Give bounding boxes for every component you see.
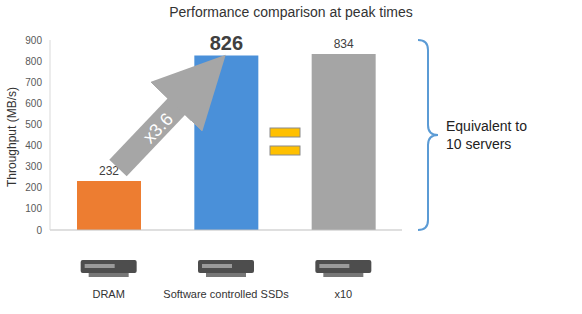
svg-text:826: 826: [210, 32, 243, 54]
svg-text:900: 900: [25, 35, 42, 46]
svg-text:x3.6: x3.6: [139, 109, 177, 147]
svg-text:Throughput (MB/s): Throughput (MB/s): [8, 87, 19, 187]
svg-text:400: 400: [25, 140, 42, 151]
svg-text:300: 300: [25, 161, 42, 172]
svg-text:100: 100: [25, 203, 42, 214]
svg-text:DRAM: DRAM: [92, 288, 124, 300]
svg-text:x10: x10: [334, 288, 352, 300]
svg-text:200: 200: [25, 182, 42, 193]
svg-text:800: 800: [25, 56, 42, 67]
svg-text:500: 500: [25, 119, 42, 130]
svg-text:700: 700: [25, 77, 42, 88]
svg-text:232: 232: [99, 164, 119, 178]
svg-text:Software controlled SSDs: Software controlled SSDs: [163, 288, 289, 300]
svg-text:10 servers: 10 servers: [446, 136, 511, 152]
svg-text:600: 600: [25, 98, 42, 109]
svg-text:0: 0: [36, 225, 42, 236]
svg-text:Equivalent to: Equivalent to: [446, 118, 527, 134]
svg-text:834: 834: [334, 37, 354, 51]
svg-text:Performance comparison at peak: Performance comparison at peak times: [169, 4, 413, 20]
